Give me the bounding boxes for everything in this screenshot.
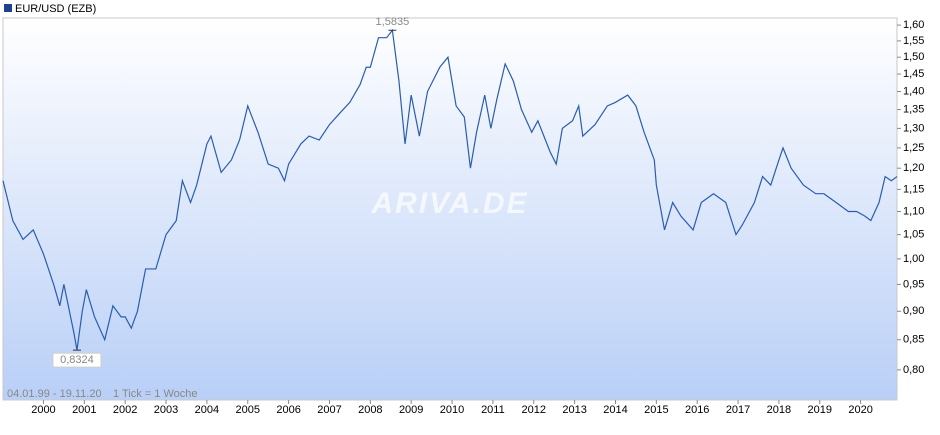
- y-tick-label: 1,20: [903, 162, 924, 174]
- tick-note: 1 Tick = 1 Woche: [113, 388, 197, 400]
- x-tick-label: 2019: [808, 404, 832, 416]
- y-tick-label: 1,10: [903, 205, 924, 217]
- x-tick-label: 2011: [481, 404, 505, 416]
- annotation-label: 0,8324: [60, 354, 94, 366]
- y-tick-label: 1,50: [903, 51, 924, 63]
- y-tick-label: 0,85: [903, 334, 924, 346]
- x-tick-label: 2012: [522, 404, 546, 416]
- y-tick-label: 1,35: [903, 104, 924, 116]
- y-tick-label: 1,40: [903, 85, 924, 97]
- legend-label: EUR/USD (EZB): [15, 3, 96, 15]
- x-tick-label: 2010: [440, 404, 464, 416]
- y-tick-label: 1,60: [903, 19, 924, 31]
- x-tick-label: 2017: [726, 404, 750, 416]
- x-tick-label: 2002: [113, 404, 137, 416]
- x-tick-label: 2020: [848, 404, 872, 416]
- x-tick-label: 2006: [276, 404, 300, 416]
- x-tick-label: 2005: [236, 404, 260, 416]
- y-tick-label: 1,15: [903, 183, 924, 195]
- x-tick-label: 2013: [562, 404, 586, 416]
- plot-area: [2, 17, 898, 401]
- period: 04.01.99 - 19.11.20: [7, 388, 102, 400]
- y-tick-label: 1,05: [903, 229, 924, 241]
- x-tick-label: 2003: [154, 404, 178, 416]
- x-tick-label: 2015: [644, 404, 668, 416]
- x-tick-label: 2001: [72, 404, 96, 416]
- y-tick-label: 0,80: [903, 364, 924, 376]
- x-tick-label: 2016: [685, 404, 709, 416]
- x-tick-label: 2018: [767, 404, 791, 416]
- y-tick-label: 1,25: [903, 142, 924, 154]
- x-tick-label: 2004: [195, 404, 219, 416]
- y-tick-label: 1,55: [903, 35, 924, 47]
- annotation-label: 1,5835: [376, 16, 410, 28]
- y-tick-label: 0,90: [903, 305, 924, 317]
- y-tick-label: 1,30: [903, 122, 924, 134]
- y-tick-label: 0,95: [903, 278, 924, 290]
- y-tick-label: 1,00: [903, 253, 924, 265]
- series-line: [2, 28, 898, 351]
- x-tick-label: 2009: [399, 404, 423, 416]
- y-tick-label: 1,45: [903, 68, 924, 80]
- x-tick-label: 2000: [31, 404, 55, 416]
- legend-swatch: [4, 4, 12, 12]
- watermark: ARIVA.DE: [370, 187, 528, 220]
- annotation-box: [52, 352, 102, 368]
- x-tick-label: 2007: [317, 404, 341, 416]
- x-tick-label: 2008: [358, 404, 382, 416]
- x-tick-label: 2014: [603, 404, 627, 416]
